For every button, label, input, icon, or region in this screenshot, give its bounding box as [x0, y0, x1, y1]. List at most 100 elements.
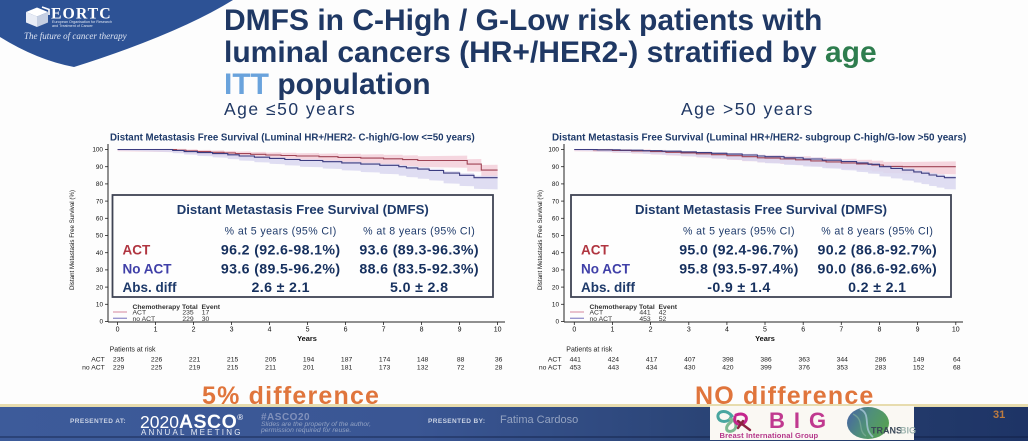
- svg-text:3: 3: [230, 327, 234, 334]
- svg-text:376: 376: [799, 365, 811, 372]
- svg-text:80: 80: [552, 181, 560, 188]
- svg-text:152: 152: [913, 365, 925, 372]
- svg-text:6: 6: [801, 327, 805, 334]
- svg-text:Distant Metastasis Free Surviv: Distant Metastasis Free Survival (Lumina…: [552, 133, 966, 144]
- svg-text:215: 215: [227, 357, 239, 364]
- svg-text:Distant Metastasis Free Surviv: Distant Metastasis Free Survival (DMFS): [635, 202, 887, 217]
- svg-text:Distant Metastasis Free Surviv: Distant Metastasis Free Survival (Lumina…: [110, 133, 475, 144]
- svg-text:% at 8 years (95% CI): % at 8 years (95% CI): [821, 226, 933, 238]
- svg-text:Distant Metastasis Free Surviv: Distant Metastasis Free Survival (%): [537, 190, 544, 290]
- svg-text:1: 1: [610, 327, 614, 334]
- svg-text:8: 8: [420, 327, 424, 334]
- svg-text:93.6 (89.3-96.3%): 93.6 (89.3-96.3%): [359, 243, 479, 259]
- svg-text:Patients at risk: Patients at risk: [566, 347, 612, 354]
- svg-text:417: 417: [646, 357, 658, 364]
- svg-text:Total: Total: [182, 304, 198, 311]
- svg-text:28: 28: [495, 365, 503, 372]
- svg-text:17: 17: [202, 310, 210, 317]
- svg-text:64: 64: [953, 357, 961, 364]
- svg-text:40: 40: [552, 250, 560, 257]
- svg-text:Abs. diff: Abs. diff: [581, 280, 635, 295]
- svg-text:% at 8 years (95% CI): % at 8 years (95% CI): [363, 226, 475, 238]
- svg-text:Chemotherapy: Chemotherapy: [590, 304, 638, 311]
- svg-text:10: 10: [552, 302, 560, 309]
- svg-text:European Organisation for Rese: European Organisation for Research: [52, 20, 112, 24]
- svg-text:219: 219: [189, 365, 201, 372]
- svg-text:70: 70: [552, 198, 560, 205]
- svg-text:441: 441: [639, 310, 651, 317]
- svg-text:9: 9: [916, 327, 920, 334]
- svg-text:221: 221: [189, 357, 201, 364]
- svg-text:0.2 ± 2.1: 0.2 ± 2.1: [848, 280, 906, 296]
- svg-text:453: 453: [639, 316, 651, 323]
- svg-text:194: 194: [303, 357, 315, 364]
- svg-text:95.0 (92.4-96.7%): 95.0 (92.4-96.7%): [679, 243, 799, 259]
- svg-text:10: 10: [494, 327, 502, 334]
- svg-text:225: 225: [151, 365, 163, 372]
- svg-text:80: 80: [96, 181, 104, 188]
- svg-text:No ACT: No ACT: [581, 262, 631, 277]
- svg-text:5: 5: [763, 327, 767, 334]
- svg-text:286: 286: [875, 357, 887, 364]
- svg-text:430: 430: [684, 365, 696, 372]
- svg-text:Distant Metastasis Free Surviv: Distant Metastasis Free Survival (%): [69, 190, 76, 290]
- svg-text:0: 0: [99, 319, 103, 326]
- svg-text:90.2 (86.8-92.7%): 90.2 (86.8-92.7%): [818, 243, 938, 259]
- svg-text:229: 229: [182, 316, 194, 323]
- svg-text:10: 10: [96, 302, 104, 309]
- svg-text:20: 20: [552, 284, 560, 291]
- svg-text:Years: Years: [755, 334, 775, 343]
- svg-text:no ACT: no ACT: [539, 365, 562, 372]
- svg-text:Event: Event: [202, 304, 221, 311]
- svg-text:40: 40: [96, 250, 104, 257]
- svg-text:70: 70: [96, 198, 104, 205]
- svg-text:5.0 ± 2.8: 5.0 ± 2.8: [390, 280, 448, 296]
- svg-text:ACT: ACT: [123, 243, 151, 258]
- svg-text:50: 50: [552, 233, 560, 240]
- svg-text:5: 5: [306, 327, 310, 334]
- svg-text:283: 283: [875, 365, 887, 372]
- svg-text:4: 4: [725, 327, 729, 334]
- svg-text:4: 4: [268, 327, 272, 334]
- svg-text:211: 211: [265, 365, 276, 372]
- svg-text:205: 205: [265, 357, 277, 364]
- svg-text:0: 0: [572, 327, 576, 334]
- svg-text:434: 434: [646, 365, 658, 372]
- svg-text:0: 0: [116, 327, 120, 334]
- svg-text:7: 7: [839, 327, 843, 334]
- svg-text:1: 1: [154, 327, 158, 334]
- svg-text:398: 398: [722, 357, 734, 364]
- svg-text:174: 174: [379, 357, 391, 364]
- svg-text:235: 235: [182, 310, 194, 317]
- svg-text:No ACT: No ACT: [123, 262, 173, 277]
- svg-text:no ACT: no ACT: [590, 316, 613, 323]
- svg-text:90.0 (86.6-92.6%): 90.0 (86.6-92.6%): [818, 262, 938, 278]
- svg-text:42: 42: [659, 310, 667, 317]
- svg-text:and Treatment of Cancer: and Treatment of Cancer: [52, 24, 94, 28]
- svg-text:424: 424: [608, 357, 620, 364]
- svg-text:149: 149: [913, 357, 925, 364]
- svg-text:173: 173: [379, 365, 391, 372]
- svg-text:88: 88: [457, 357, 465, 364]
- svg-text:363: 363: [799, 357, 811, 364]
- svg-text:BIG: BIG: [769, 408, 835, 433]
- svg-text:148: 148: [417, 357, 429, 364]
- svg-text:407: 407: [684, 357, 696, 364]
- svg-text:% at 5 years (95% CI): % at 5 years (95% CI): [683, 226, 795, 238]
- svg-text:90: 90: [96, 164, 104, 171]
- svg-text:226: 226: [151, 357, 163, 364]
- svg-text:TRANS: TRANS: [871, 426, 902, 436]
- svg-text:420: 420: [722, 365, 734, 372]
- svg-text:30: 30: [96, 267, 104, 274]
- svg-text:60: 60: [96, 216, 104, 223]
- svg-text:Chemotherapy: Chemotherapy: [133, 304, 181, 311]
- svg-text:93.6 (89.5-96.2%): 93.6 (89.5-96.2%): [221, 262, 341, 278]
- svg-text:30: 30: [552, 267, 560, 274]
- svg-text:132: 132: [417, 365, 429, 372]
- svg-text:Patients at risk: Patients at risk: [110, 347, 156, 354]
- svg-text:no ACT: no ACT: [133, 316, 156, 323]
- svg-text:235: 235: [113, 357, 125, 364]
- svg-text:3: 3: [687, 327, 691, 334]
- svg-text:ACT: ACT: [590, 310, 604, 317]
- svg-text:2: 2: [649, 327, 653, 334]
